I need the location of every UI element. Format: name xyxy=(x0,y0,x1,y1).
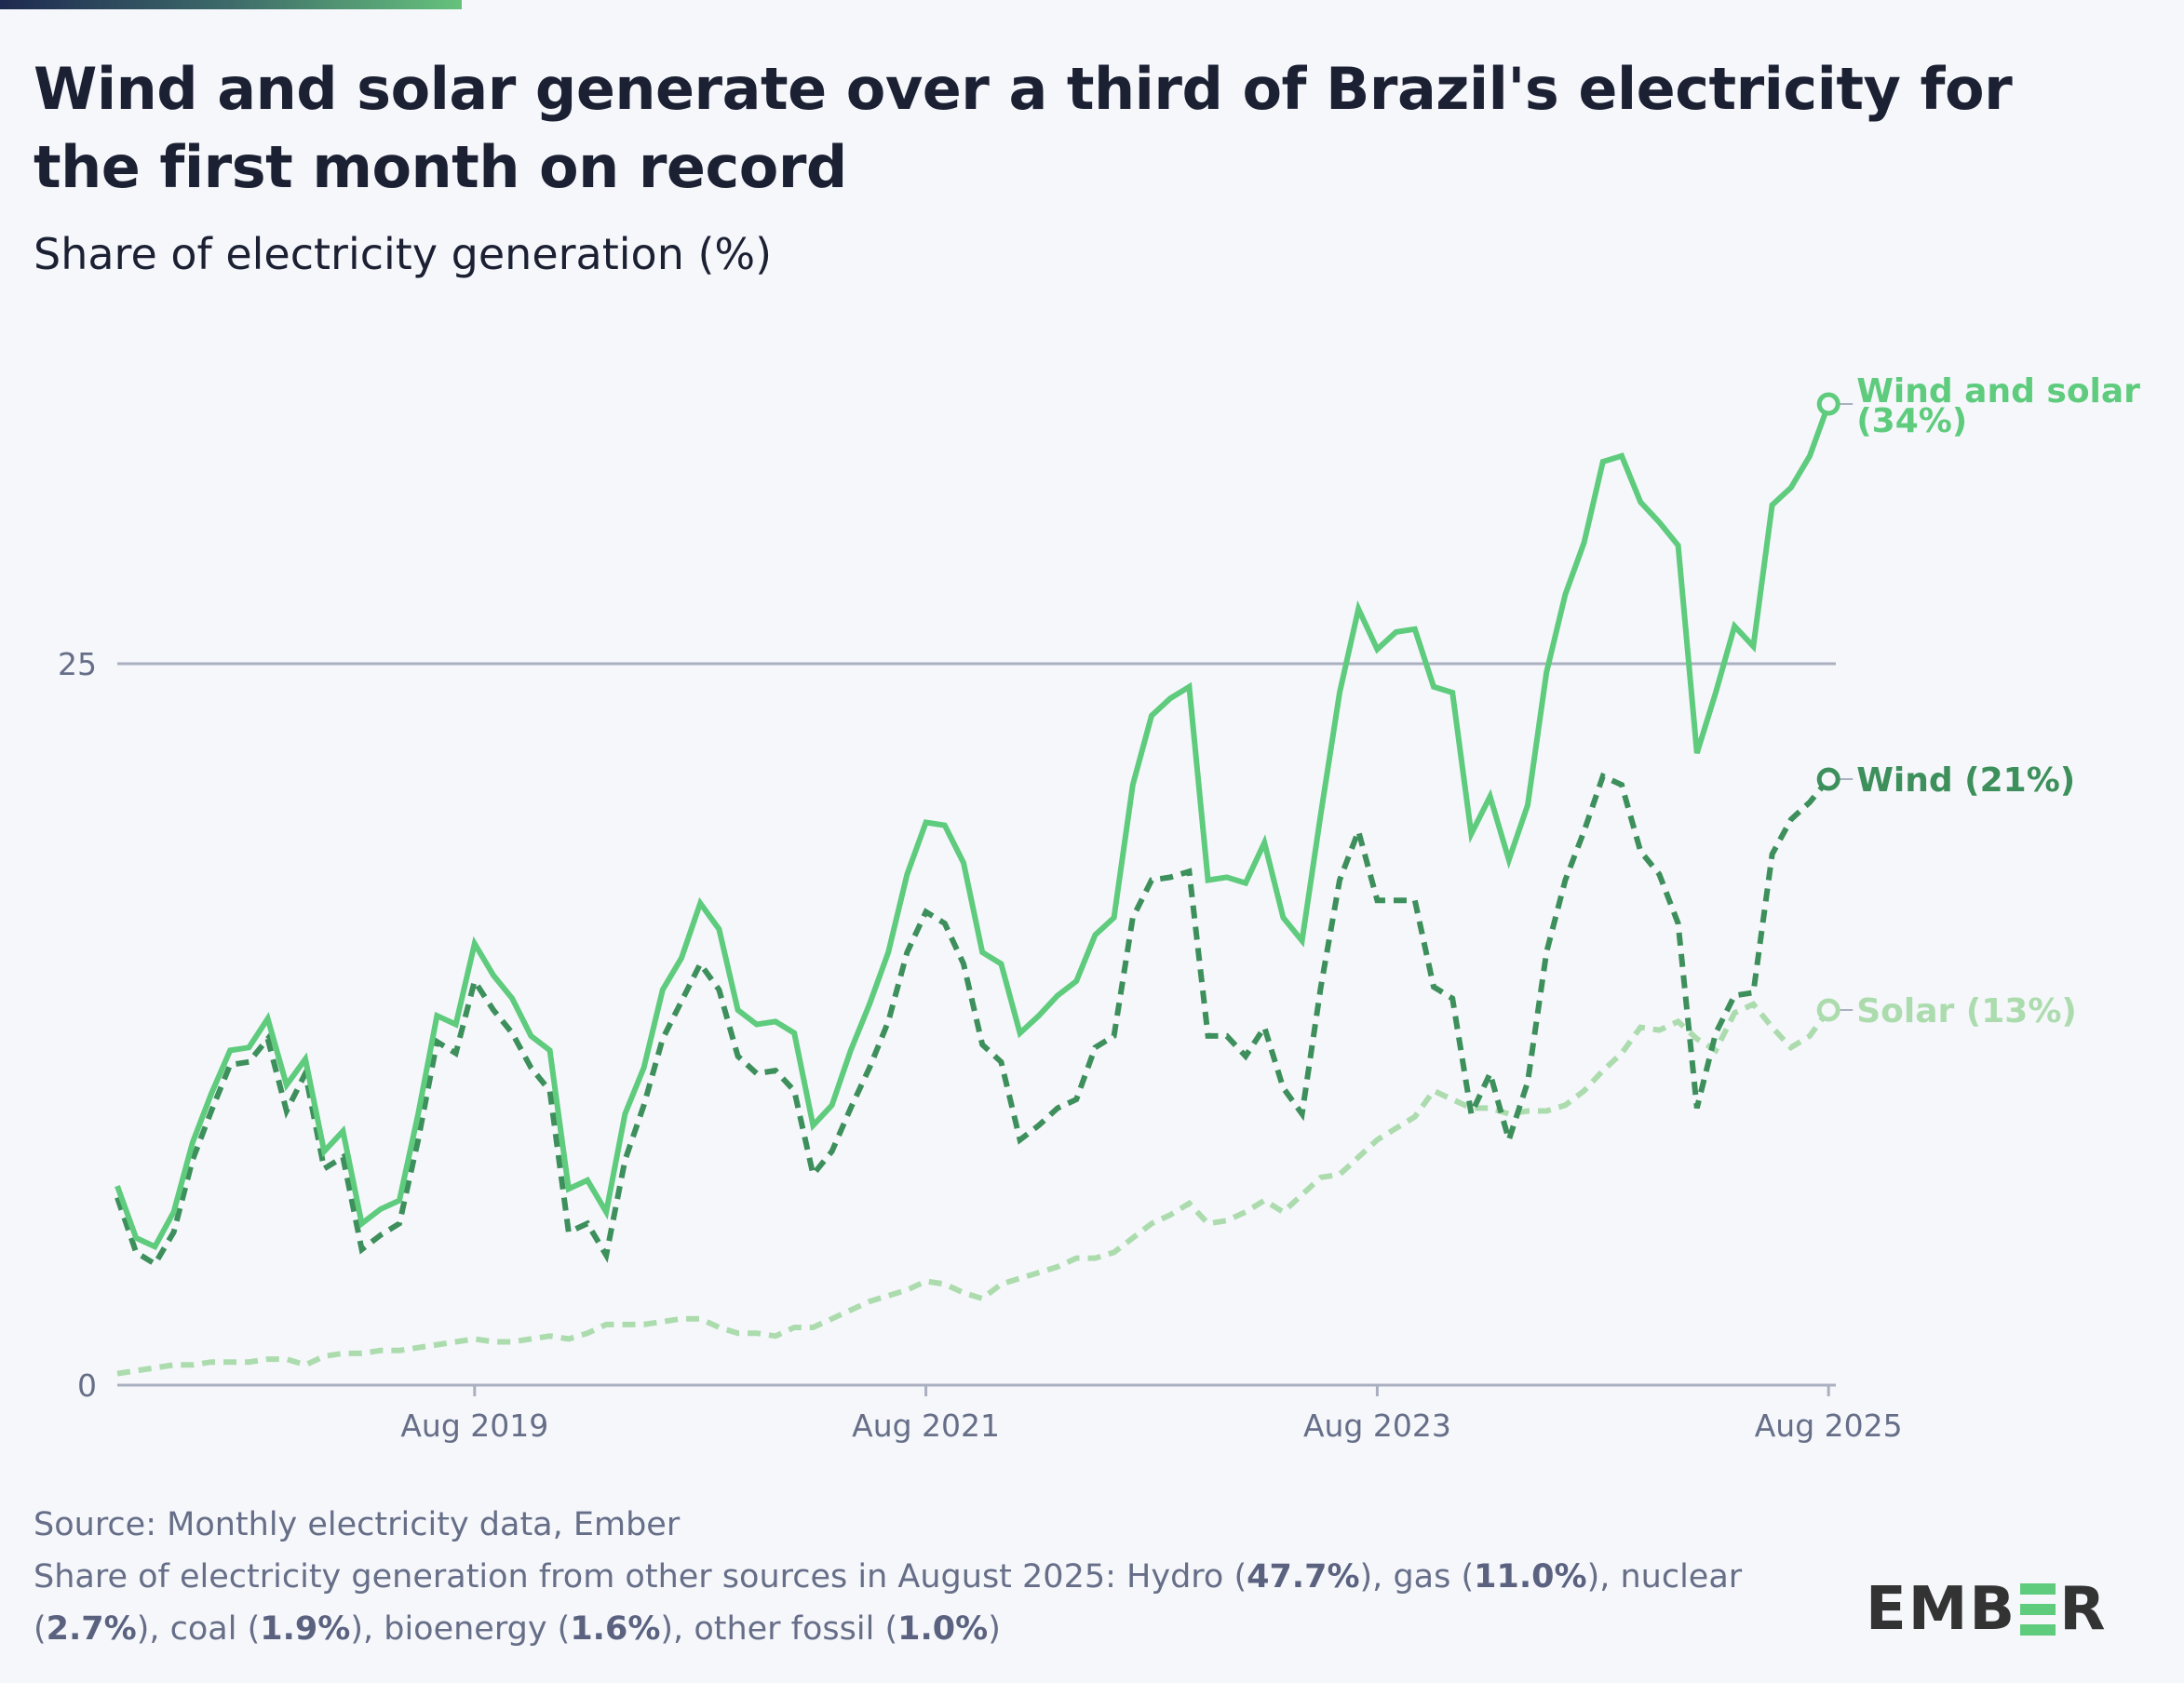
chart-subtitle: Share of electricity generation (%) xyxy=(34,229,773,279)
other-source-value: 2.7% xyxy=(46,1610,137,1648)
x-tick-label: Aug 2019 xyxy=(400,1407,548,1444)
series-line-wind-and-solar xyxy=(115,402,1832,1251)
x-tick-label: Aug 2023 xyxy=(1303,1407,1451,1444)
other-source-item: Hydro (47.7%), xyxy=(1126,1558,1394,1595)
source-note: Source: Monthly electricity data, Ember xyxy=(34,1506,681,1543)
end-label-solar: Solar (13%) xyxy=(1856,992,2077,1030)
logo-text-left: EMB xyxy=(1866,1575,2017,1644)
other-sources-intro: Share of electricity generation from oth… xyxy=(34,1558,1127,1595)
other-source-item: gas (11.0%), xyxy=(1393,1558,1621,1595)
other-source-value: 1.0% xyxy=(897,1610,989,1648)
line-chart: 0 25 Aug 2019 Aug 2021 Aug 2023 Aug 2025 Wind… xyxy=(58,372,2140,1444)
y-tick-label: 0 xyxy=(77,1367,97,1404)
other-source-value: 47.7% xyxy=(1247,1558,1360,1595)
brand-accent-bar xyxy=(0,0,462,9)
other-source-item: other fossil (1.0%) xyxy=(694,1610,1001,1648)
series-end-marker xyxy=(1816,998,1840,1022)
logo-e-bars-icon xyxy=(2020,1583,2056,1636)
x-tick-label: Aug 2025 xyxy=(1755,1407,1903,1444)
series-end-marker xyxy=(1816,767,1840,791)
other-source-value: 1.6% xyxy=(570,1610,661,1648)
x-tick-label: Aug 2021 xyxy=(852,1407,1000,1444)
other-source-item: nuclear (2.7%), xyxy=(34,1558,1743,1648)
series-line-wind xyxy=(115,772,1831,1268)
ember-logo: EMB R xyxy=(1866,1575,2107,1644)
logo-text-right: R xyxy=(2059,1575,2108,1644)
other-source-value: 11.0% xyxy=(1474,1558,1587,1595)
end-label-wind-and-solar: Wind and solar xyxy=(1856,372,2140,411)
chart-title: Wind and solar generate over a third of … xyxy=(34,55,2013,201)
y-tick-label: 25 xyxy=(58,646,97,682)
end-value-wind-and-solar: (34%) xyxy=(1856,402,1967,440)
other-sources-note: Share of electricity generation from oth… xyxy=(34,1551,1784,1655)
series-line-solar xyxy=(116,1001,1831,1377)
other-sources-list: Hydro (47.7%), gas (11.0%), nuclear (2.7… xyxy=(34,1558,1742,1648)
other-source-item: bioenergy (1.6%), xyxy=(384,1610,694,1648)
other-source-value: 1.9% xyxy=(260,1610,351,1648)
chart-footer: Source: Monthly electricity data, Ember … xyxy=(34,1499,1784,1655)
other-source-item: coal (1.9%), xyxy=(169,1610,384,1648)
end-label-wind: Wind (21%) xyxy=(1856,761,2075,800)
series-end-marker xyxy=(1816,392,1840,416)
